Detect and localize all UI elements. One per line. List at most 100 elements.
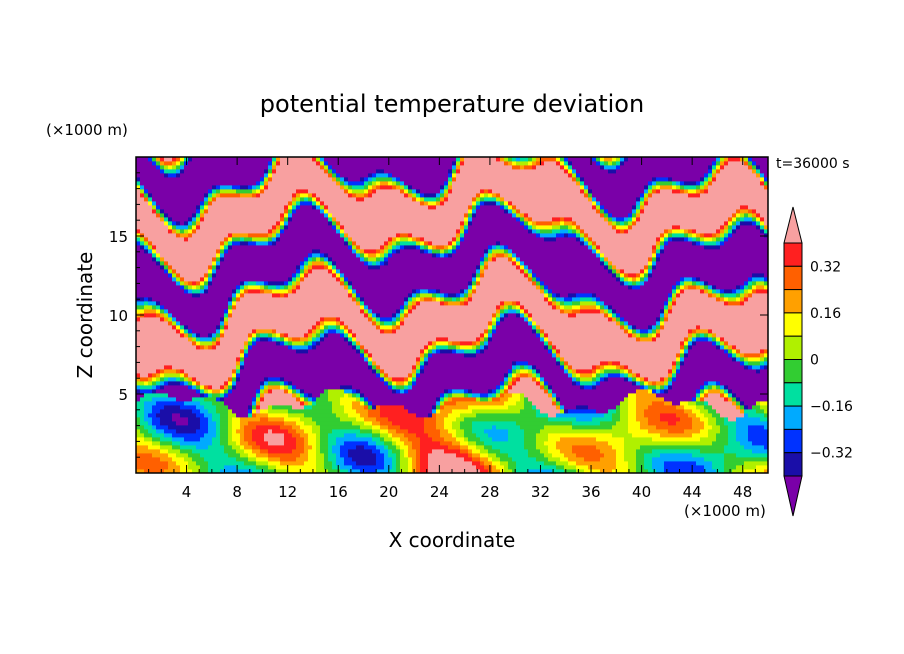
field-cell (200, 337, 205, 342)
field-cell (300, 273, 305, 278)
field-cell (240, 197, 245, 202)
field-cell (152, 213, 157, 218)
field-cell (320, 433, 325, 438)
field-cell (216, 377, 221, 382)
field-cell (272, 393, 277, 398)
field-cell (368, 313, 373, 318)
field-cell (260, 381, 265, 386)
field-cell (204, 325, 209, 330)
field-cell (316, 269, 321, 274)
field-cell (324, 433, 329, 438)
field-cell (380, 205, 385, 210)
field-cell (256, 281, 261, 286)
field-cell (228, 297, 233, 302)
field-cell (148, 241, 153, 246)
field-cell (176, 213, 181, 218)
field-cell (196, 209, 201, 214)
field-cell (228, 389, 233, 394)
field-cell (244, 233, 249, 238)
field-cell (224, 205, 229, 210)
field-cell (224, 317, 229, 322)
field-cell (244, 265, 249, 270)
field-cell (380, 209, 385, 214)
field-cell (256, 229, 261, 234)
field-cell (148, 277, 153, 282)
field-cell (320, 197, 325, 202)
field-cell (320, 329, 325, 334)
field-cell (288, 429, 293, 434)
field-cell (336, 349, 341, 354)
field-cell (320, 413, 325, 418)
field-cell (364, 221, 369, 226)
field-cell (388, 429, 393, 434)
field-cell (144, 301, 149, 306)
field-cell (220, 261, 225, 266)
field-cell (380, 381, 385, 386)
field-cell (172, 157, 177, 162)
field-cell (152, 393, 157, 398)
field-cell (340, 257, 345, 262)
field-cell (320, 321, 325, 326)
field-cell (144, 177, 149, 182)
field-cell (156, 333, 161, 338)
field-cell (320, 409, 325, 414)
field-cell (352, 301, 357, 306)
field-cell (164, 297, 169, 302)
field-cell (220, 301, 225, 306)
field-cell (288, 309, 293, 314)
field-cell (176, 269, 181, 274)
field-cell (304, 373, 309, 378)
field-cell (348, 185, 353, 190)
field-cell (380, 245, 385, 250)
field-cell (372, 373, 377, 378)
field-cell (380, 369, 385, 374)
field-cell (336, 309, 341, 314)
field-cell (220, 421, 225, 426)
field-cell (336, 225, 341, 230)
field-cell (228, 173, 233, 178)
field-cell (316, 429, 321, 434)
field-cell (292, 449, 297, 454)
field-cell (380, 185, 385, 190)
field-cell (192, 277, 197, 282)
field-cell (156, 193, 161, 198)
field-cell (244, 461, 249, 466)
field-cell (212, 241, 217, 246)
field-cell (372, 237, 377, 242)
field-cell (164, 365, 169, 370)
field-cell (284, 249, 289, 254)
field-cell (228, 217, 233, 222)
field-cell (216, 325, 221, 330)
field-cell (332, 205, 337, 210)
field-cell (240, 381, 245, 386)
field-cell (372, 245, 377, 250)
field-cell (256, 361, 261, 366)
field-cell (200, 257, 205, 262)
field-cell (312, 161, 317, 166)
field-cell (388, 401, 393, 406)
field-cell (260, 301, 265, 306)
field-cell (184, 249, 189, 254)
field-cell (140, 189, 145, 194)
field-cell (172, 225, 177, 230)
field-cell (360, 353, 365, 358)
field-cell (284, 321, 289, 326)
field-cell (360, 381, 365, 386)
field-cell (176, 373, 181, 378)
field-cell (220, 369, 225, 374)
field-cell (216, 385, 221, 390)
field-cell (316, 437, 321, 442)
field-cell (208, 309, 213, 314)
field-cell (136, 197, 141, 202)
field-cell (300, 173, 305, 178)
field-cell (244, 213, 249, 218)
field-cell (256, 205, 261, 210)
field-cell (192, 193, 197, 198)
field-cell (316, 381, 321, 386)
field-cell (136, 469, 141, 473)
field-cell (280, 221, 285, 226)
field-cell (208, 373, 213, 378)
field-cell (296, 457, 301, 462)
field-cell (208, 249, 213, 254)
field-cell (204, 201, 209, 206)
